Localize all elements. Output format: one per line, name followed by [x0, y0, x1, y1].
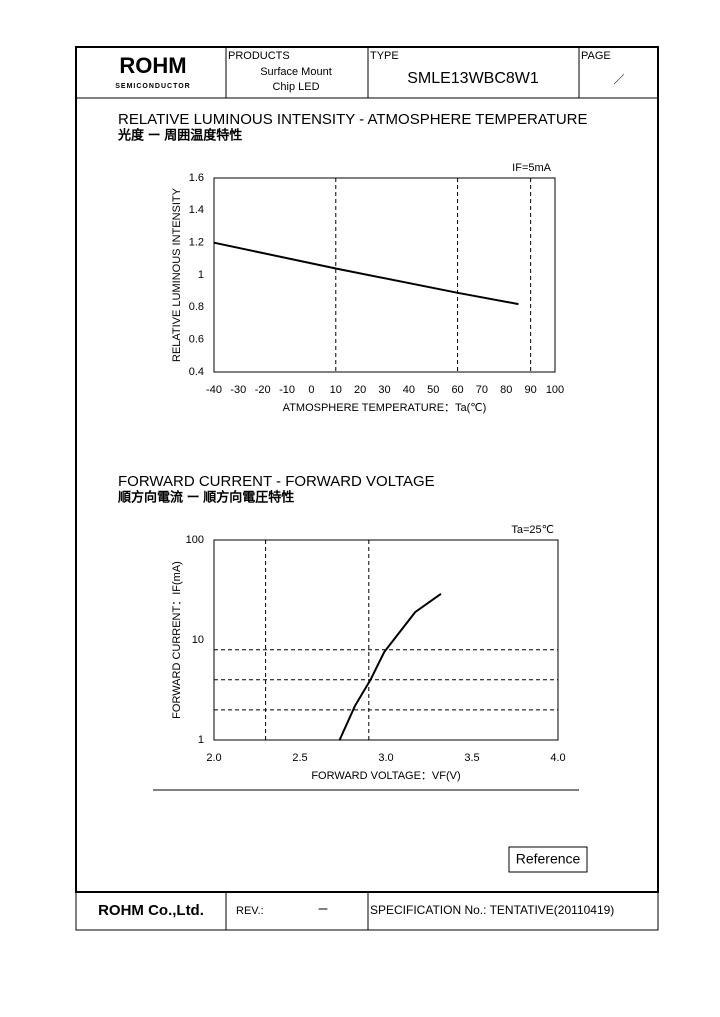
rev-label: REV.: [236, 905, 264, 917]
y-tick-label: 100 [186, 534, 204, 546]
x-tick-label: 70 [476, 384, 488, 396]
label: PAGE [581, 50, 611, 62]
footer-box [75, 891, 659, 931]
plot-area [213, 177, 556, 373]
x-tick-label: -20 [255, 384, 271, 396]
y-tick-label: 1.2 [189, 237, 204, 249]
chart-title: FORWARD CURRENT - FORWARD VOLTAGE [118, 473, 435, 490]
x-tick-label: 0 [308, 384, 314, 396]
x-tick-label: 2.0 [206, 752, 221, 764]
rev-value: ー [318, 904, 329, 916]
y-tick-label: 10 [192, 634, 204, 646]
y-tick-label: 1 [198, 269, 204, 281]
y-tick-label: 0.6 [189, 334, 204, 346]
annotation: IF=5mA [512, 162, 551, 174]
chart-subtitle: 光度 ー 周囲温度特性 [117, 127, 242, 142]
spec: SPECIFICATION No.: TENTATIVE(20110419) [370, 903, 614, 917]
frame [75, 46, 659, 893]
x-tick-label: 3.0 [378, 752, 393, 764]
y-tick-label: 0.8 [189, 301, 204, 313]
reference-box [508, 846, 588, 873]
x-tick-label: -40 [206, 384, 222, 396]
x-tick-label: 40 [403, 384, 415, 396]
plot-area [213, 539, 559, 741]
x-tick-label: 100 [546, 384, 564, 396]
reference: Reference [516, 851, 581, 867]
line [338, 592, 442, 741]
y-axis-label: FORWARD CURRENT：IF(mA) [171, 561, 183, 719]
annotation: Ta=25℃ [511, 524, 554, 536]
x-tick-label: -10 [279, 384, 295, 396]
label: PRODUCTS [228, 50, 290, 62]
x-tick-label: 90 [525, 384, 537, 396]
x-tick-label: 60 [451, 384, 463, 396]
company: ROHM Co.,Ltd. [98, 902, 204, 919]
chart-title: RELATIVE LUMINOUS INTENSITY - ATMOSPHERE… [118, 111, 588, 128]
x-tick-label: 80 [500, 384, 512, 396]
x-tick-label: 30 [378, 384, 390, 396]
line [213, 241, 519, 306]
x-axis-label: ATMOSPHERE TEMPERATURE：Ta(℃) [283, 402, 487, 414]
x-tick-label: 10 [330, 384, 342, 396]
logo-sub: SEMICONDUCTOR [115, 83, 190, 90]
x-axis-label: FORWARD VOLTAGE：VF(V) [311, 770, 460, 782]
x-tick-label: 3.5 [464, 752, 479, 764]
x-tick-label: 4.0 [550, 752, 565, 764]
x-tick-label: 2.5 [292, 752, 307, 764]
y-tick-label: 1.4 [189, 204, 204, 216]
y-axis-label: RELATIVE LUMINOUS INTENSITY [171, 187, 183, 362]
y-tick-label: 1 [198, 734, 204, 746]
logo: ROHM [119, 53, 186, 78]
x-tick-label: 50 [427, 384, 439, 396]
chart-subtitle: 順方向電流 ー 順方向電圧特性 [118, 489, 294, 504]
y-tick-label: 1.6 [189, 172, 204, 184]
y-tick-label: 0.4 [189, 366, 204, 378]
x-tick-label: -30 [230, 384, 246, 396]
value: SMLE13WBC8W1 [407, 70, 539, 87]
label: TYPE [370, 50, 399, 62]
x-tick-label: 20 [354, 384, 366, 396]
value: Chip LED [272, 81, 319, 93]
value: ／ [614, 73, 625, 86]
value: Surface Mount [260, 66, 332, 78]
